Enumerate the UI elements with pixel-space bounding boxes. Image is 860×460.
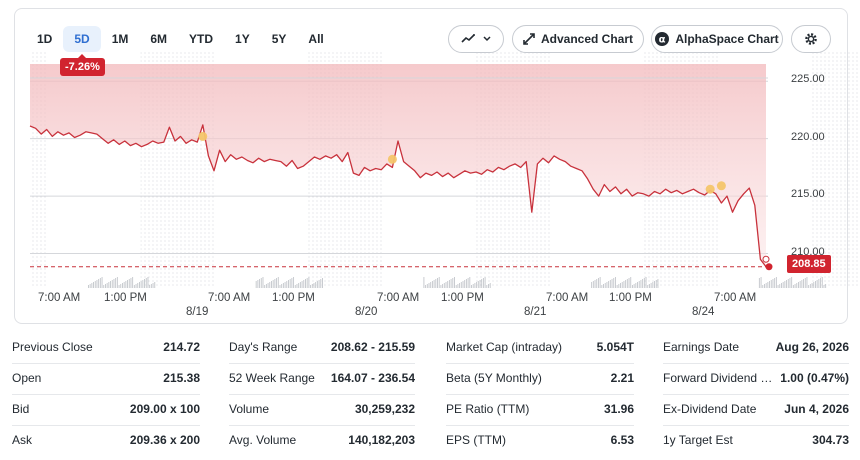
- alphaspace-chart-label: AlphaSpace Chart: [675, 32, 779, 46]
- x-axis-tick-label: 1:00 PM: [104, 292, 147, 304]
- alphaspace-chart-button[interactable]: α AlphaSpace Chart: [651, 25, 783, 53]
- stat-label: Previous Close: [12, 340, 93, 354]
- stat-value: 304.73: [812, 433, 849, 447]
- stat-row: EPS (TTM) 6.53: [446, 426, 634, 456]
- y-axis-tick-label: 220.00: [791, 130, 825, 143]
- y-axis-tick-label: 210.00: [791, 245, 825, 258]
- stat-value: 209.00 x 100: [129, 402, 200, 416]
- stat-label: 1y Target Est: [663, 433, 733, 447]
- expand-icon: [523, 33, 535, 45]
- stat-value: 2.21: [610, 371, 634, 385]
- stat-label: Ask: [12, 433, 33, 447]
- stat-row: Market Cap (intraday) 5.054T: [446, 333, 634, 364]
- stat-label: Earnings Date: [663, 340, 740, 354]
- stat-row: Earnings Date Aug 26, 2026: [663, 333, 849, 364]
- stat-label: Market Cap (intraday): [446, 340, 563, 354]
- x-axis-tick-label: 7:00 AM: [208, 292, 251, 304]
- stat-row: 1y Target Est 304.73: [663, 426, 849, 456]
- stat-label: Day's Range: [229, 340, 298, 354]
- chevron-down-icon: [483, 36, 491, 42]
- svg-text:α: α: [659, 35, 666, 46]
- stat-label: Volume: [229, 402, 270, 416]
- range-tab-1d[interactable]: 1D: [37, 32, 53, 46]
- change-badge: -7.26%: [60, 54, 105, 76]
- range-tab-1m[interactable]: 1M: [111, 32, 129, 46]
- stat-label: 52 Week Range: [229, 371, 315, 385]
- stat-row: Forward Dividend & Yield 1.00 (0.47%): [663, 364, 849, 395]
- stat-label: Forward Dividend & Yield: [663, 371, 774, 385]
- stat-label: Avg. Volume: [229, 433, 297, 447]
- x-axis-tick-label: 1:00 PM: [609, 292, 652, 304]
- stat-value: 31.96: [603, 402, 634, 416]
- x-axis-tick-label: 7:00 AM: [38, 292, 81, 304]
- stat-value: 140,182,203: [348, 433, 415, 447]
- range-tab-ytd[interactable]: YTD: [189, 32, 214, 46]
- x-axis-tick-label: 7:00 AM: [546, 292, 589, 304]
- stat-row: Volume 30,259,232: [229, 395, 415, 426]
- alphaspace-logo-icon: α: [655, 32, 670, 46]
- x-axis-tick-label: 8/21: [524, 306, 547, 318]
- range-tab-5y[interactable]: 5Y: [271, 32, 287, 46]
- range-tab-all[interactable]: All: [308, 32, 324, 46]
- stat-value: 215.38: [163, 371, 200, 385]
- stat-value: 164.07 - 236.54: [330, 371, 415, 385]
- x-axis-tick-label: 8/20: [355, 306, 378, 318]
- stat-row: Beta (5Y Monthly) 2.21: [446, 364, 634, 395]
- range-selector: 1D 5D 1M 6M YTD 1Y 5Y All: [26, 26, 335, 52]
- stat-value: 209.36 x 200: [129, 433, 200, 447]
- x-axis-tick-label: 1:00 PM: [272, 292, 315, 304]
- current-price-tag: 208.85: [787, 255, 831, 273]
- x-axis-tick-label: 7:00 AM: [714, 292, 757, 304]
- advanced-chart-button[interactable]: Advanced Chart: [512, 25, 644, 53]
- stat-row: Day's Range 208.62 - 215.59: [229, 333, 415, 364]
- stat-label: EPS (TTM): [446, 433, 506, 447]
- y-axis-tick-label: 215.00: [791, 188, 825, 201]
- stat-label: Beta (5Y Monthly): [446, 371, 542, 385]
- stat-label: Ex-Dividend Date: [663, 402, 757, 416]
- stat-value: Jun 4, 2026: [784, 402, 849, 416]
- stat-label: Bid: [12, 402, 30, 416]
- x-axis-tick-label: 1:00 PM: [441, 292, 484, 304]
- stat-label: PE Ratio (TTM): [446, 402, 530, 416]
- stat-value: Aug 26, 2026: [775, 340, 849, 354]
- range-tab-1y[interactable]: 1Y: [235, 32, 250, 46]
- stat-value: 214.72: [163, 340, 200, 354]
- range-tab-6m[interactable]: 6M: [150, 32, 168, 46]
- x-axis-tick-label: 8/24: [692, 306, 715, 318]
- y-axis-tick-label: 225.00: [791, 73, 825, 86]
- stat-value: 5.054T: [596, 340, 634, 354]
- gear-icon: [804, 32, 818, 46]
- stat-row: Open 215.38: [12, 364, 200, 395]
- chart-card: [14, 8, 848, 324]
- range-tab-5d[interactable]: 5D: [63, 26, 101, 52]
- stat-value: 6.53: [610, 433, 634, 447]
- stat-row: Ex-Dividend Date Jun 4, 2026: [663, 395, 849, 426]
- advanced-chart-label: Advanced Chart: [540, 32, 634, 46]
- chart-type-button[interactable]: [448, 25, 504, 53]
- stat-row: 52 Week Range 164.07 - 236.54: [229, 364, 415, 395]
- stat-value: 1.00 (0.47%): [780, 371, 849, 385]
- x-axis-tick-label: 8/19: [186, 306, 209, 318]
- stat-row: PE Ratio (TTM) 31.96: [446, 395, 634, 426]
- stat-label: Open: [12, 371, 42, 385]
- x-axis-tick-label: 7:00 AM: [377, 292, 420, 304]
- stat-row: Avg. Volume 140,182,203: [229, 426, 415, 456]
- stats-column: Market Cap (intraday) 5.054T Beta (5Y Mont…: [446, 333, 634, 456]
- line-chart-icon: [461, 34, 475, 44]
- stat-row: Ask 209.36 x 200: [12, 426, 200, 456]
- stats-column: Previous Close 214.72 Open 215.38 Bid 209.00 …: [12, 333, 200, 456]
- stats-column: Earnings Date Aug 26, 2026 Forward Dividen…: [663, 333, 849, 456]
- stat-row: Bid 209.00 x 100: [12, 395, 200, 426]
- stat-row: Previous Close 214.72: [12, 333, 200, 364]
- stats-column: Day's Range 208.62 - 215.59 52 Week Range 1…: [229, 333, 415, 456]
- stat-value: 208.62 - 215.59: [330, 340, 415, 354]
- settings-button[interactable]: [791, 25, 831, 53]
- stat-value: 30,259,232: [354, 402, 415, 416]
